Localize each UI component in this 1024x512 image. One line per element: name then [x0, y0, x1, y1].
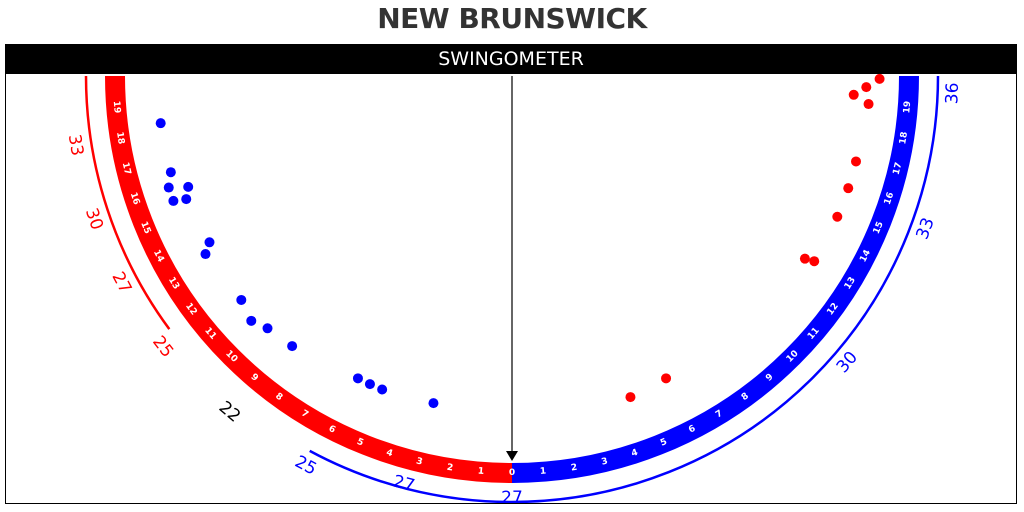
tick-right: 19 [902, 101, 913, 114]
right-seat-arc [511, 76, 940, 503]
tick-right: 1 [540, 467, 547, 477]
riding-dot-blue [428, 398, 439, 409]
tick-left: 18 [114, 131, 126, 145]
tick-left: 17 [120, 161, 133, 176]
riding-dot-blue [364, 379, 375, 390]
tick-left: 15 [138, 220, 152, 235]
left-swing-band [105, 76, 513, 483]
riding-dot-red [661, 373, 672, 384]
riding-dot-blue [262, 323, 273, 334]
riding-dot-blue [352, 373, 363, 384]
tick-left: 5 [355, 437, 365, 449]
tick-left: 4 [385, 448, 394, 459]
tick-right: 8 [740, 391, 751, 403]
seat-label-left: 25 [291, 452, 319, 480]
riding-dot-red [874, 73, 885, 84]
swingometer-header: SWINGOMETER [6, 45, 1016, 74]
riding-dot-red [851, 156, 862, 167]
tick-right: 16 [883, 191, 896, 206]
seat-label-right: 36 [942, 82, 963, 104]
tick-right: 6 [687, 424, 697, 436]
left-seat-arc [84, 76, 171, 330]
seat-label-right: 33 [913, 215, 939, 242]
tick-left: 16 [128, 191, 141, 206]
tick-right: 17 [892, 161, 905, 176]
tick-left: 1 [477, 467, 484, 477]
tick-left: 2 [446, 463, 454, 474]
tick-right: 18 [898, 131, 910, 145]
riding-dot-blue [168, 195, 179, 206]
riding-dot-red [809, 256, 820, 267]
tick-right: 7 [714, 409, 725, 421]
tick-left: 3 [415, 456, 423, 467]
lower-seat-arc [309, 449, 513, 503]
riding-dot-red [799, 253, 810, 264]
tick-right: 3 [600, 456, 608, 467]
tick-left: 9 [249, 372, 260, 384]
riding-dot-blue [181, 194, 192, 205]
riding-dot-red [625, 392, 636, 403]
tick-center: 0 [509, 468, 515, 478]
tick-right: 2 [570, 463, 578, 474]
seat-label-left: 22 [215, 397, 244, 426]
seat-label-left: 27 [107, 269, 135, 297]
seat-label-left: 27 [391, 471, 417, 496]
riding-dot-blue [377, 384, 388, 395]
riding-dot-blue [236, 294, 247, 305]
riding-dot-blue [200, 249, 211, 260]
swingometer-frame: SWINGOMETER 0 1 2 3 4 5 6 7 8 9 10 11 12 13 14 15 16 17 18… [5, 44, 1017, 504]
tick-left: 6 [327, 424, 337, 436]
swing-pointer-arrow [506, 451, 518, 461]
riding-dot-blue [155, 118, 166, 129]
riding-dot-blue [204, 237, 215, 248]
riding-dot-red [861, 82, 872, 93]
tick-right: 9 [764, 372, 775, 384]
riding-dot-blue [163, 182, 174, 193]
tick-right: 4 [630, 448, 639, 459]
tick-right: 15 [872, 220, 886, 235]
riding-dot-red [848, 89, 859, 100]
tick-right: 5 [659, 437, 669, 449]
tick-left: 8 [273, 391, 284, 403]
riding-dot-blue [287, 341, 298, 352]
riding-dot-red [863, 99, 874, 110]
seat-label-left: 33 [64, 133, 87, 158]
chart-title: NEW BRUNSWICK [377, 2, 647, 35]
riding-dot-red [832, 211, 843, 222]
right-swing-band [511, 76, 919, 483]
riding-dot-blue [183, 181, 194, 192]
swing-arcs [84, 76, 940, 503]
tick-left: 19 [111, 101, 122, 114]
seat-label-left: 30 [81, 206, 107, 233]
riding-dot-blue [165, 167, 176, 178]
tick-left: 7 [299, 409, 310, 421]
riding-dot-red [843, 183, 854, 194]
seat-label-left: 25 [148, 332, 177, 361]
seat-label-center: 27 [501, 488, 523, 503]
riding-dot-blue [246, 315, 257, 326]
